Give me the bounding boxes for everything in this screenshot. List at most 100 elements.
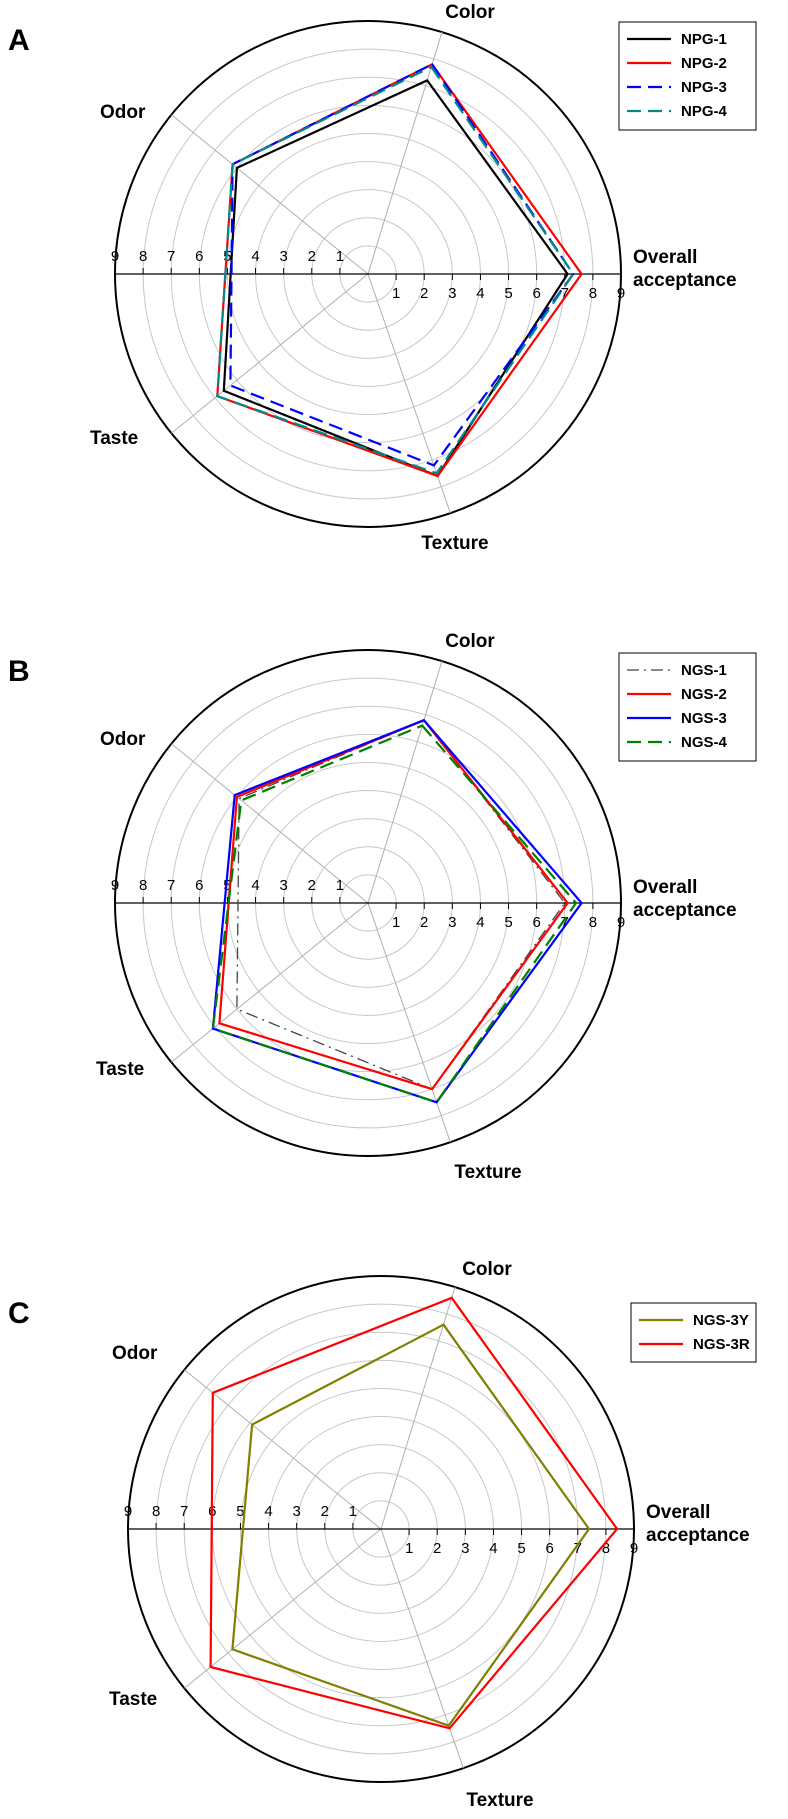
spoke-texture	[380, 1528, 464, 1769]
tick-label: 3	[279, 248, 287, 265]
axis-label-texture: Texture	[454, 1162, 521, 1183]
tick-label: 9	[617, 914, 625, 931]
legend-label-ngs-4: NGS-4	[681, 734, 728, 751]
tick-label: 7	[574, 1540, 582, 1557]
tick-label: 8	[139, 248, 147, 265]
tick-label: 3	[448, 285, 456, 302]
tick-label: 4	[489, 1540, 497, 1557]
axis-label-color: Color	[445, 2, 495, 23]
axis-label-odor: Odor	[100, 102, 146, 123]
tick-label: 6	[195, 877, 203, 894]
tick-label: 9	[630, 1540, 638, 1557]
series-line-npg-1	[222, 79, 569, 478]
legend-label-npg-1: NPG-1	[681, 31, 727, 48]
tick-label: 5	[504, 914, 512, 931]
legend-label-ngs-1: NGS-1	[681, 662, 727, 679]
tick-label: 8	[589, 914, 597, 931]
axis-label-texture: Texture	[466, 1790, 533, 1811]
spoke-color	[367, 31, 443, 275]
tick-label: 6	[532, 285, 540, 302]
axis-label-overall-acceptance: Overall acceptance	[646, 1502, 750, 1546]
spoke-odor	[171, 743, 369, 904]
spoke-odor	[184, 1369, 382, 1530]
legend-label-ngs-3: NGS-3	[681, 710, 727, 727]
tick-label: 2	[308, 248, 316, 265]
axis-label-odor: Odor	[100, 729, 146, 750]
axis-label-odor: Odor	[112, 1343, 158, 1364]
legend-box	[618, 652, 757, 762]
axis-label-overall-acceptance: Overall acceptance	[633, 247, 737, 291]
tick-label: 8	[589, 285, 597, 302]
series-line-ngs-4	[211, 724, 578, 1104]
tick-label: 3	[292, 1503, 300, 1520]
series-line-ngs-3	[211, 718, 584, 1104]
tick-label: 6	[195, 248, 203, 265]
tick-label: 4	[476, 914, 484, 931]
legend-label-npg-4: NPG-4	[681, 103, 728, 120]
legend-label-npg-2: NPG-2	[681, 55, 727, 72]
tick-label: 8	[602, 1540, 610, 1557]
spoke-taste	[184, 1528, 382, 1689]
tick-label: 9	[617, 285, 625, 302]
series-line-ngs-3r	[209, 1296, 619, 1730]
tick-label: 2	[420, 914, 428, 931]
axis-label-taste: Taste	[90, 428, 138, 449]
tick-label: 3	[279, 877, 287, 894]
tick-label: 3	[448, 914, 456, 931]
panel-letter: B	[8, 655, 30, 688]
tick-label: 1	[405, 1540, 413, 1557]
tick-label: 2	[308, 877, 316, 894]
tick-label: 8	[152, 1503, 160, 1520]
legend: NPG-1 NPG-2 NPG-3 NPG-4	[618, 21, 757, 131]
tick-label: 9	[111, 877, 119, 894]
axis-label-color: Color	[445, 631, 495, 652]
legend-label-ngs-3y: NGS-3Y	[693, 1312, 749, 1329]
tick-label: 2	[433, 1540, 441, 1557]
series-line-npg-2	[216, 62, 583, 478]
tick-label: 7	[561, 285, 569, 302]
legend: NGS-1 NGS-2 NGS-3 NGS-4	[618, 652, 757, 762]
panel-letter: A	[8, 24, 30, 57]
series-line-ngs-3y	[231, 1323, 591, 1728]
tick-label: 7	[167, 877, 175, 894]
tick-label: 5	[236, 1503, 244, 1520]
axis-label-taste: Taste	[96, 1059, 144, 1080]
spoke-odor	[171, 114, 369, 275]
spoke-color	[367, 660, 443, 904]
tick-label: 9	[111, 248, 119, 265]
tick-label: 5	[517, 1540, 525, 1557]
spoke-taste	[171, 273, 369, 434]
axis-label-overall-acceptance: Overall acceptance	[633, 877, 737, 921]
tick-label: 8	[139, 877, 147, 894]
tick-label: 1	[392, 285, 400, 302]
tick-label: 1	[349, 1503, 357, 1520]
tick-label: 4	[476, 285, 484, 302]
tick-label: 9	[124, 1503, 132, 1520]
spoke-taste	[171, 902, 369, 1063]
legend-box	[630, 1302, 757, 1363]
axis-label-taste: Taste	[109, 1689, 157, 1710]
tick-label: 2	[321, 1503, 329, 1520]
tick-label: 7	[167, 248, 175, 265]
series-line-ngs-2	[218, 718, 569, 1091]
tick-label: 6	[545, 1540, 553, 1557]
legend-label-npg-3: NPG-3	[681, 79, 727, 96]
tick-label: 4	[251, 248, 259, 265]
axis-label-color: Color	[462, 1259, 512, 1280]
tick-label: 6	[532, 914, 540, 931]
tick-label: 4	[264, 1503, 272, 1520]
tick-label: 4	[251, 877, 259, 894]
series-line-ngs-1	[236, 719, 566, 1090]
tick-label: 2	[420, 285, 428, 302]
legend-label-ngs-2: NGS-2	[681, 686, 727, 703]
radar-chart-b: B 1 1 2 2 3 3 4 4 5 5 6 6 7 7 8 8 9 9 Color Overall acceptanc…	[8, 631, 757, 1183]
panel-letter: C	[8, 1297, 30, 1330]
axis-label-texture: Texture	[421, 533, 488, 554]
legend: NGS-3Y NGS-3R	[630, 1302, 757, 1363]
tick-label: 1	[336, 248, 344, 265]
spoke-texture	[367, 902, 451, 1143]
tick-label: 3	[461, 1540, 469, 1557]
